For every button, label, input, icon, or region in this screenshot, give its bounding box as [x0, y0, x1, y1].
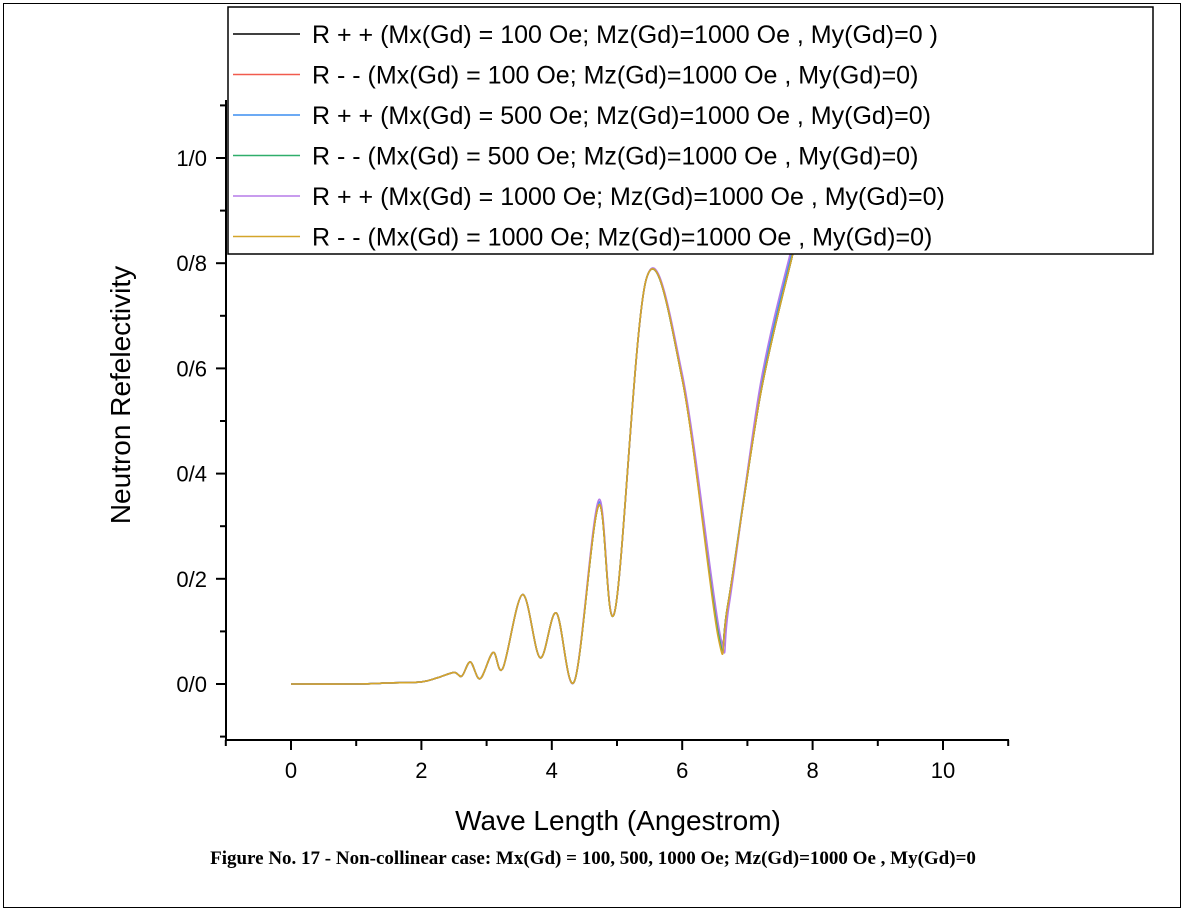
x-axis-label: Wave Length (Angestrom) [455, 805, 781, 836]
y-tick-label: 1/0 [176, 146, 207, 171]
y-tick-label: 0/6 [176, 356, 207, 381]
legend-label: R + + (Mx(Gd) = 100 Oe; Mz(Gd)=1000 Oe ,… [312, 21, 938, 49]
legend-label: R - - (Mx(Gd) = 1000 Oe; Mz(Gd)=1000 Oe … [312, 224, 932, 252]
y-tick-label: 0/0 [176, 672, 207, 697]
x-tick-label: 4 [546, 758, 558, 783]
x-tick-label: 6 [676, 758, 688, 783]
x-tick-label: 8 [806, 758, 818, 783]
x-tick-label: 2 [415, 758, 427, 783]
x-tick-label: 0 [285, 758, 297, 783]
legend-label: R + + (Mx(Gd) = 500 Oe; Mz(Gd)=1000 Oe ,… [312, 102, 931, 130]
y-tick-label: 0/4 [176, 462, 207, 487]
series-line-6 [290, 252, 794, 685]
legend: R + + (Mx(Gd) = 100 Oe; Mz(Gd)=1000 Oe ,… [227, 6, 1154, 255]
chart-axes: 0 2 4 6 8 10 0/0 0/2 0/4 0/6 0/8 1/0 [176, 100, 1010, 783]
series-line-5 [290, 242, 794, 685]
legend-label: R + + (Mx(Gd) = 1000 Oe; Mz(Gd)=1000 Oe … [312, 183, 945, 211]
series-layer [290, 242, 794, 685]
y-tick-label: 0/2 [176, 567, 207, 592]
legend-label: R - - (Mx(Gd) = 100 Oe; Mz(Gd)=1000 Oe ,… [312, 62, 918, 90]
y-tick-label: 0/8 [176, 251, 207, 276]
figure-caption: Figure No. 17 - Non-collinear case: Mx(G… [210, 848, 976, 869]
x-tick-label: 10 [931, 758, 955, 783]
legend-box [227, 6, 1154, 255]
legend-label: R - - (Mx(Gd) = 500 Oe; Mz(Gd)=1000 Oe ,… [312, 143, 918, 171]
y-axis-label: Neutron Refelectivity [105, 266, 136, 524]
